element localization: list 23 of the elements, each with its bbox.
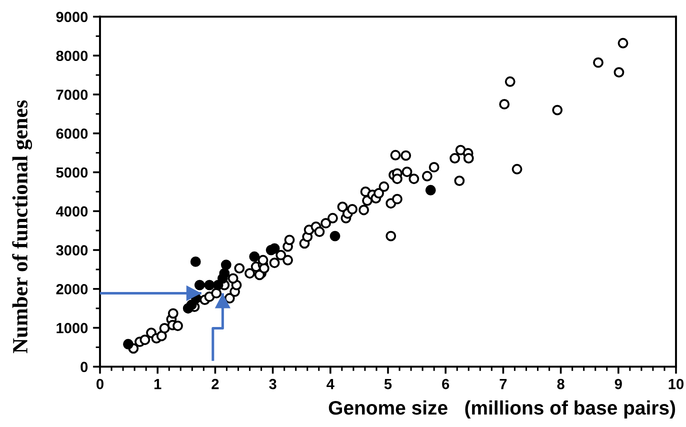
x-axis-title: Genome size (millions of base pairs) (328, 400, 676, 419)
y-tick-label: 0 (80, 362, 88, 372)
x-tick-label: 5 (384, 379, 392, 390)
y-tick-label: 6000 (56, 128, 88, 139)
x-tick-label: 9 (614, 378, 622, 390)
y-axis-title: Number of functional genes (12, 100, 32, 354)
x-tick-label: 4 (326, 379, 334, 390)
y-tick-label: 4000 (56, 206, 88, 217)
x-tick-label: 3 (269, 378, 276, 390)
y-tick-label: 8000 (56, 50, 88, 62)
x-tick-label: 8 (557, 378, 564, 390)
x-tick-label: 1 (154, 379, 162, 390)
x-tick-label: 6 (442, 378, 450, 390)
x-tick-label: 10 (668, 378, 684, 390)
x-tick-label: 0 (96, 378, 104, 390)
x-tick-label: 7 (500, 379, 507, 390)
y-tick-label: 5000 (56, 167, 88, 178)
x-tick-label: 2 (212, 378, 219, 390)
y-tick-label: 3000 (56, 245, 88, 256)
y-tick-label: 1000 (56, 322, 88, 334)
y-tick-label: 2000 (56, 284, 88, 294)
y-tick-label: 9000 (56, 12, 88, 22)
y-tick-label: 7000 (56, 90, 88, 100)
